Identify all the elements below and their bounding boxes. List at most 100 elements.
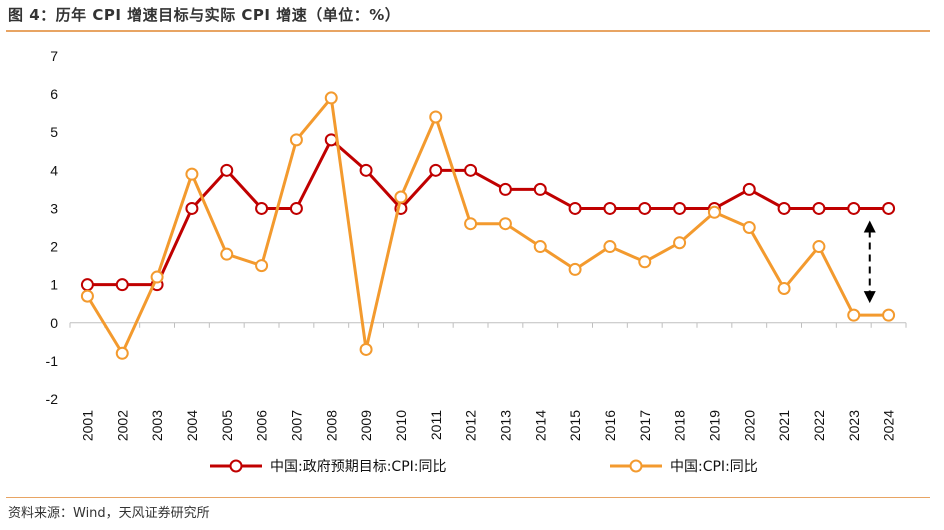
chart-legend: 中国:政府预期目标:CPI:同比 中国:CPI:同比 <box>210 459 758 475</box>
y-tick-label: 3 <box>50 200 58 216</box>
data-point <box>742 182 756 196</box>
x-tick-label: 2024 <box>881 410 897 441</box>
data-point <box>394 190 408 204</box>
annotation-arrow-down <box>863 291 876 304</box>
x-tick-label: 2003 <box>149 410 165 441</box>
chart-axes <box>69 322 907 328</box>
x-tick-label: 2023 <box>846 410 862 441</box>
data-point <box>289 201 303 215</box>
page-title: 图 4：历年 CPI 增速目标与实际 CPI 增速（单位：%） <box>8 6 401 24</box>
legend-item: 中国:CPI:同比 <box>610 459 758 475</box>
data-point <box>847 201 861 215</box>
series-actual <box>80 91 896 360</box>
data-point <box>185 167 199 181</box>
data-point <box>80 289 94 303</box>
data-point <box>359 342 373 356</box>
data-point <box>707 205 721 219</box>
data-point <box>80 278 94 292</box>
data-point <box>812 240 826 254</box>
x-tick-label: 2012 <box>463 410 479 441</box>
y-tick-label: 7 <box>50 48 58 64</box>
data-point <box>498 217 512 231</box>
x-tick-label: 2022 <box>811 410 827 441</box>
legend-item: 中国:政府预期目标:CPI:同比 <box>210 459 447 475</box>
x-tick-label: 2013 <box>497 410 513 441</box>
y-tick-label: 5 <box>50 124 58 140</box>
data-point <box>638 255 652 269</box>
y-tick-label: 6 <box>50 86 58 102</box>
data-point <box>115 346 129 360</box>
y-tick-label: 2 <box>50 239 58 255</box>
x-tick-label: 2020 <box>741 410 757 441</box>
data-point <box>812 201 826 215</box>
x-tick-label: 2017 <box>637 410 653 441</box>
x-tick-label: 2004 <box>184 410 200 441</box>
top-divider <box>6 30 930 32</box>
x-tick-label: 2015 <box>567 410 583 441</box>
series-line <box>87 138 889 287</box>
data-point <box>882 201 896 215</box>
data-point <box>464 163 478 177</box>
data-point <box>533 240 547 254</box>
y-tick-labels: -2 -1 0 1 2 3 4 5 6 7 <box>46 48 59 407</box>
data-point <box>289 133 303 147</box>
legend-label: 中国:CPI:同比 <box>670 459 758 475</box>
data-point <box>673 201 687 215</box>
data-point <box>603 201 617 215</box>
x-tick-label: 2014 <box>532 410 548 441</box>
data-point <box>638 201 652 215</box>
data-point <box>847 308 861 322</box>
data-point <box>603 240 617 254</box>
data-point <box>429 110 443 124</box>
y-tick-label: 1 <box>50 277 58 293</box>
annotation-arrow-up <box>863 220 876 233</box>
data-point <box>185 201 199 215</box>
data-point <box>498 182 512 196</box>
x-tick-label: 2008 <box>323 410 339 441</box>
y-tick-label: -2 <box>46 391 59 407</box>
y-tick-label: 4 <box>50 162 58 178</box>
x-tick-label: 2005 <box>219 410 235 441</box>
x-tick-label: 2002 <box>114 410 130 441</box>
data-point <box>673 236 687 250</box>
data-point <box>464 217 478 231</box>
data-point <box>255 259 269 273</box>
annotation-layer <box>863 220 876 304</box>
data-point <box>568 201 582 215</box>
data-point <box>255 201 269 215</box>
x-tick-label: 2009 <box>358 410 374 441</box>
data-point <box>533 182 547 196</box>
data-point <box>882 308 896 322</box>
data-point <box>777 201 791 215</box>
x-tick-label: 2016 <box>602 410 618 441</box>
series-target <box>80 133 896 292</box>
x-tick-labels: 2001 2002 2003 2004 2005 2006 2007 2008 2009 2010… <box>79 410 896 441</box>
data-point <box>742 221 756 234</box>
series-layer <box>80 91 896 360</box>
x-tick-label: 2021 <box>776 410 792 441</box>
bottom-divider <box>6 497 930 498</box>
x-tick-label: 2019 <box>706 410 722 441</box>
legend-swatch-marker <box>629 459 643 473</box>
x-tick-label: 2001 <box>79 410 95 441</box>
x-tick-label: 2006 <box>254 410 270 441</box>
source-note: 资料来源：Wind，天风证券研究所 <box>8 506 210 521</box>
series-line <box>86 96 889 355</box>
data-point <box>429 163 443 177</box>
x-tick-label: 2007 <box>288 410 304 441</box>
data-point <box>568 262 582 276</box>
data-point <box>150 270 164 284</box>
data-point <box>777 281 791 295</box>
data-point <box>220 247 234 261</box>
y-tick-label: 0 <box>50 315 58 331</box>
x-tick-label: 2011 <box>428 410 444 440</box>
x-tick-label: 2018 <box>672 410 688 441</box>
data-point <box>359 163 373 177</box>
legend-swatch-marker <box>229 459 243 473</box>
data-point <box>115 278 129 292</box>
data-point <box>324 91 338 105</box>
data-point <box>220 163 234 177</box>
x-tick-label: 2010 <box>393 410 409 441</box>
legend-label: 中国:政府预期目标:CPI:同比 <box>270 459 447 475</box>
